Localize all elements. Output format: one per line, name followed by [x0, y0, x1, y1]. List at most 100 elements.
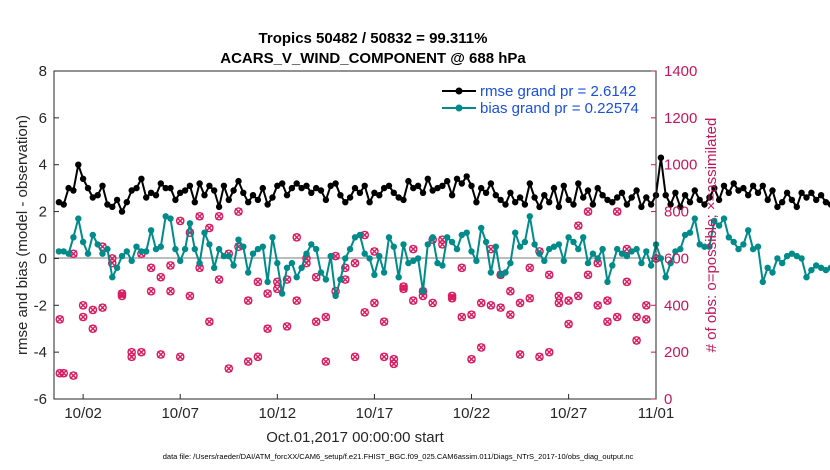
- bias-point: [162, 213, 169, 220]
- bias-point: [487, 269, 495, 276]
- bias-point: [84, 250, 92, 257]
- rmse-point: [798, 189, 805, 196]
- obs-possible-point: [593, 300, 603, 310]
- bias-point: [240, 243, 247, 250]
- bias-point: [672, 248, 679, 255]
- bias-point: [220, 252, 228, 260]
- obs-assimilated-point: [409, 245, 417, 253]
- obs-assimilated-point: [234, 207, 243, 216]
- rmse-point: [827, 201, 830, 208]
- obs-assimilated-point: [166, 261, 175, 270]
- obs-assimilated-point: [118, 292, 126, 300]
- rmse-point: [434, 184, 441, 192]
- chart-subtitle: ACARS_V_WIND_COMPONENT @ 688 hPa: [220, 50, 526, 67]
- rmse-point: [342, 199, 349, 206]
- rmse-point: [565, 196, 572, 204]
- bias-point: [546, 245, 553, 253]
- rmse-point: [677, 203, 684, 211]
- bias-point: [414, 255, 422, 262]
- obs-assimilated-point: [157, 350, 165, 359]
- obs-assimilated-point: [79, 313, 87, 321]
- bias-point: [706, 243, 713, 250]
- bias-point: [623, 252, 631, 260]
- bias-point: [813, 262, 820, 269]
- obs-assimilated-point: [555, 292, 563, 300]
- bias-point: [754, 243, 762, 250]
- bias-point: [424, 241, 431, 248]
- obs-assimilated-point: [293, 296, 301, 305]
- rmse-point: [196, 180, 203, 187]
- bias-point: [434, 259, 441, 267]
- obs-assimilated-point: [322, 357, 330, 366]
- obs-possible-point: [243, 357, 253, 366]
- bias-point: [380, 269, 388, 276]
- rmse-point: [385, 182, 393, 189]
- obs-possible-point: [360, 308, 370, 317]
- rmse-point: [424, 175, 431, 182]
- rmse-point: [157, 180, 164, 187]
- bias-point: [512, 229, 519, 236]
- obs-possible-point: [311, 317, 321, 326]
- bias-point: [604, 278, 611, 286]
- bias-point: [283, 264, 291, 271]
- rmse-point: [84, 184, 92, 192]
- rmse-point: [293, 180, 300, 187]
- obs-possible-point: [350, 352, 360, 362]
- rmse-point: [813, 196, 820, 204]
- bias-point: [419, 288, 427, 295]
- legend-bias-marker: [455, 104, 463, 112]
- bias-point: [686, 229, 694, 236]
- obs-possible-point: [564, 296, 573, 305]
- rmse-point: [701, 201, 708, 208]
- footnote-data-file: data file: /Users/raeder/DAI/ATM_forcXX/…: [163, 452, 634, 461]
- obs-possible-point: [583, 207, 593, 216]
- rmse-point: [351, 184, 359, 192]
- rmse-point: [779, 199, 786, 206]
- y2-tick-label: 200: [664, 344, 689, 361]
- obs-possible-point: [506, 286, 515, 296]
- rmse-point: [550, 184, 558, 192]
- obs-possible-point: [243, 296, 253, 305]
- bias-point: [468, 248, 475, 255]
- y2-axis-label: # of obs: o=possible; ×=assimilated: [703, 118, 720, 353]
- rmse-point: [419, 189, 427, 196]
- bias-point: [575, 245, 582, 253]
- bias-point: [143, 248, 150, 255]
- bias-point: [594, 255, 601, 262]
- x-tick-label: 10/12: [259, 405, 297, 422]
- obs-assimilated-point: [244, 296, 252, 305]
- obs-assimilated-point: [215, 212, 223, 220]
- obs-possible-point: [544, 347, 554, 357]
- obs-possible-point: [156, 350, 166, 359]
- obs-possible-point: [98, 303, 107, 312]
- bias-point: [735, 245, 742, 253]
- bias-point: [245, 269, 252, 276]
- rmse-point: [346, 194, 354, 201]
- bias-point: [167, 215, 174, 222]
- rmse-point: [788, 196, 796, 204]
- bias-point: [584, 259, 592, 267]
- y-tick-label: 8: [39, 63, 47, 80]
- obs-possible-point: [574, 221, 583, 230]
- rmse-point: [458, 180, 465, 187]
- rmse-point: [502, 201, 509, 208]
- plot-frame: [53, 70, 657, 400]
- bias-point: [99, 250, 106, 257]
- obs-assimilated-point: [254, 353, 262, 361]
- legend-bias-label: bias grand pr = 0.22574: [480, 100, 639, 117]
- bias-point: [157, 243, 164, 250]
- bias-point: [313, 245, 320, 253]
- obs-count-markers: [55, 207, 661, 380]
- bias-point: [293, 274, 300, 281]
- rmse-point: [487, 180, 495, 187]
- obs-possible-point: [292, 296, 302, 305]
- obs-assimilated-point: [574, 221, 583, 230]
- rmse-point: [599, 192, 606, 199]
- rmse-point: [531, 194, 538, 201]
- obs-assimilated-point: [56, 315, 64, 324]
- obs-assimilated-point: [195, 264, 204, 272]
- bias-point: [405, 259, 412, 267]
- bias-point: [201, 229, 208, 236]
- bias-point: [55, 248, 63, 255]
